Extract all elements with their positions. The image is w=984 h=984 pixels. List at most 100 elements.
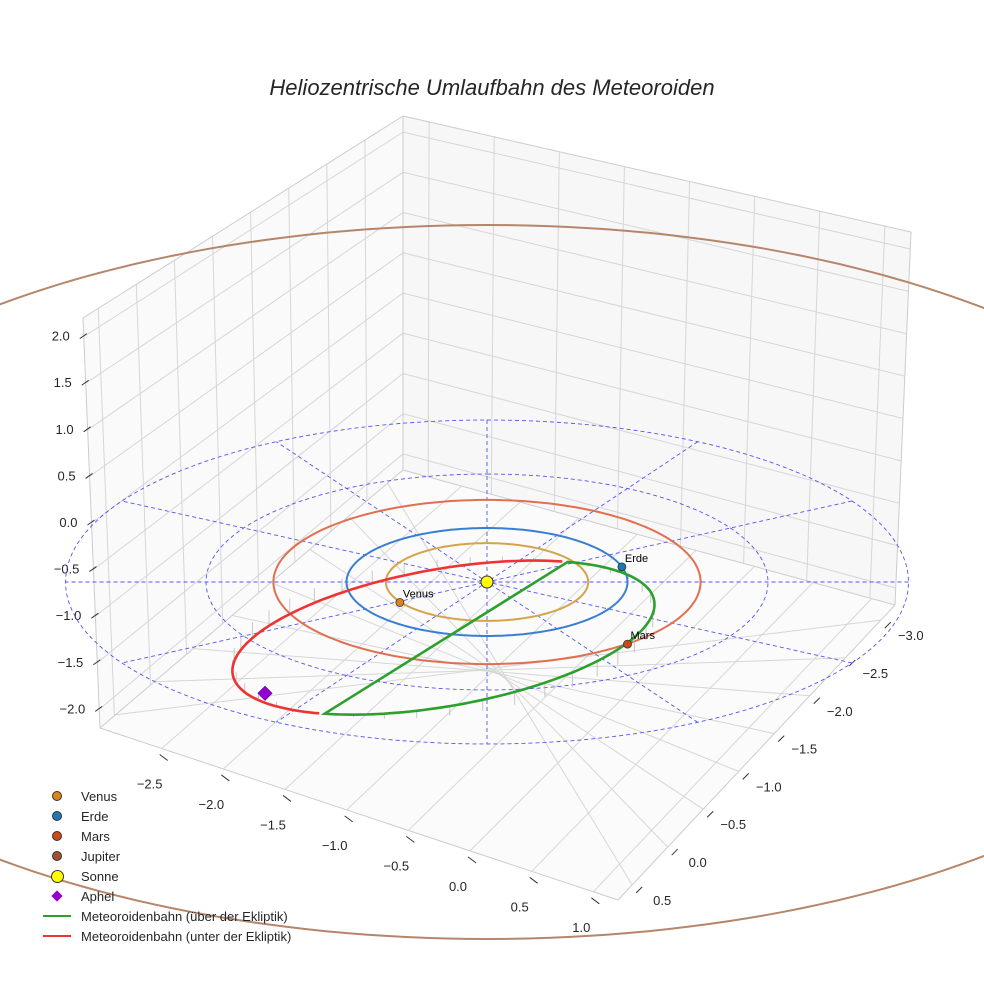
z-tick-mark — [89, 566, 97, 572]
legend-key — [40, 806, 74, 826]
z-tick-mark — [79, 333, 88, 340]
x-gridline — [250, 212, 260, 593]
legend-item: Aphel — [40, 886, 291, 906]
x-tick-mark — [159, 754, 168, 761]
legend-item: Meteoroidenbahn (über der Ekliptik) — [40, 906, 291, 926]
planet-label-erde: Erde — [625, 553, 648, 565]
y-gridline — [869, 226, 886, 599]
z-tick-mark — [93, 659, 101, 666]
chart-title: Heliozentrische Umlaufbahn des Meteoroid… — [269, 75, 714, 100]
legend-label: Venus — [81, 788, 118, 804]
y-floor-gridline — [115, 619, 881, 716]
x-tick-mark — [221, 774, 230, 782]
z-tick-label: 2.0 — [52, 329, 70, 344]
x-tick-label: −1.5 — [260, 817, 286, 832]
y-tick-label: 0.5 — [653, 893, 671, 908]
z-tick-mark — [94, 705, 103, 712]
x-gridline — [212, 236, 224, 624]
y-gridline — [680, 181, 691, 547]
x-floor-gridline — [407, 550, 697, 831]
axis-grid — [82, 115, 912, 901]
planet-erde — [617, 562, 627, 572]
legend-key — [40, 826, 74, 846]
y-tick-mark — [742, 773, 750, 780]
y-tick-label: 0.0 — [689, 855, 707, 870]
legend-item: Mars — [40, 826, 291, 846]
planet-label-mars: Mars — [631, 630, 656, 642]
trajectory-below-ecliptic — [231, 559, 563, 715]
z-tick-label: 0.5 — [57, 468, 75, 483]
legend-marker — [43, 935, 71, 937]
y-gridline — [617, 166, 625, 529]
legend-marker — [52, 831, 62, 841]
orbit-jupiter — [0, 223, 984, 941]
z-tick-label: −1.0 — [56, 608, 82, 623]
x-gridline — [364, 139, 368, 501]
legend-item: Meteoroidenbahn (unter der Ekliptik) — [40, 926, 291, 946]
legend-label: Aphel — [81, 888, 115, 904]
planet-mars — [623, 639, 632, 649]
x-floor-gridline — [469, 566, 755, 852]
y-tick-mark — [884, 621, 892, 629]
planet-venus — [395, 598, 405, 607]
x-gridline — [135, 284, 151, 686]
right-pane — [403, 116, 911, 605]
z-tick-label: −2.0 — [60, 701, 86, 716]
y-tick-mark — [671, 848, 679, 856]
y-tick-mark — [813, 697, 821, 705]
orbit-erde — [345, 527, 629, 637]
axis-ticks: −2.0 −1.5 −1.0 −0.5 0.0 0.5 1.0 1.5 2.0 −2.5 −2.0 −… — [52, 329, 924, 935]
box-edge — [402, 469, 896, 606]
legend-label: Mars — [81, 828, 110, 844]
y-gridline — [743, 196, 756, 564]
x-tick-label: 0.0 — [449, 879, 467, 894]
legend-item: Jupiter — [40, 846, 291, 866]
orbit-venus — [384, 542, 590, 622]
x-tick-mark — [282, 795, 292, 802]
y-floor-gridline — [309, 548, 704, 810]
x-tick-label: −1.0 — [322, 838, 348, 853]
x-tick-label: 0.5 — [511, 899, 529, 914]
planet-orbits — [0, 223, 984, 941]
trajectory-stems — [232, 556, 655, 719]
y-floor-gridline — [193, 648, 810, 697]
x-tick-label: −2.5 — [137, 776, 163, 791]
y-floor-gridline — [348, 515, 669, 848]
x-floor-gridline — [531, 582, 814, 872]
z-tick-mark — [85, 473, 93, 479]
legend-label: Meteoroidenbahn (unter der Ekliptik) — [81, 928, 292, 944]
box-edge — [894, 231, 912, 606]
z-tick-mark — [87, 519, 95, 526]
legend-key — [40, 846, 74, 866]
legend-marker — [50, 869, 64, 883]
y-floor-gridline — [270, 582, 739, 772]
legend-key — [40, 906, 74, 926]
x-tick-mark — [467, 856, 477, 864]
y-tick-label: −1.5 — [791, 742, 817, 757]
planet-label-venus: Venus — [403, 589, 434, 601]
z-tick-mark — [91, 612, 99, 619]
y-tick-label: −1.0 — [756, 779, 782, 794]
z-tick-label: 0.0 — [59, 515, 77, 530]
x-gridline — [288, 188, 296, 563]
legend-key — [40, 866, 74, 886]
legend-label: Sonne — [81, 868, 119, 884]
legend-item: Erde — [40, 806, 291, 826]
y-gridline — [490, 136, 495, 495]
box-edge — [99, 469, 404, 729]
y-tick-mark — [777, 735, 785, 742]
x-tick-label: −2.0 — [198, 797, 224, 812]
legend: Venus Erde Mars Jupiter Sonne Aphel Meteoroide… — [40, 786, 291, 946]
x-floor-gridline — [222, 501, 521, 770]
x-floor-gridline — [284, 517, 580, 790]
y-tick-label: −3.0 — [898, 628, 924, 643]
x-tick-mark — [591, 897, 600, 905]
legend-key — [40, 886, 74, 906]
orbit-mars — [272, 498, 702, 666]
x-tick-mark — [406, 835, 415, 843]
legend-marker — [43, 915, 71, 917]
z-tick-label: 1.0 — [56, 422, 74, 437]
trajectory-above-ecliptic — [320, 560, 656, 717]
z-tick-label: 1.5 — [54, 375, 72, 390]
